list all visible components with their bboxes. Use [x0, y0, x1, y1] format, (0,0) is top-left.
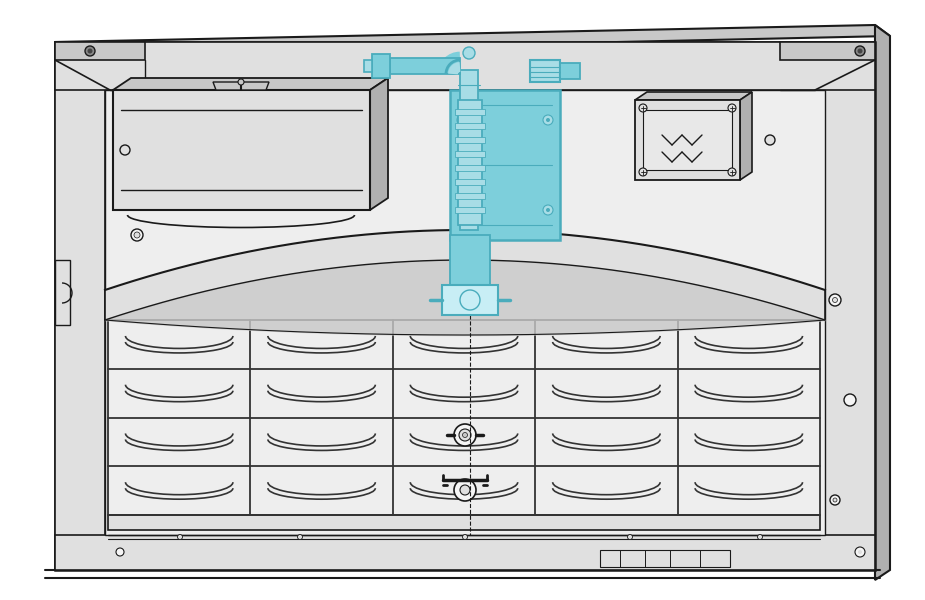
Circle shape — [131, 229, 143, 241]
Polygon shape — [560, 63, 580, 79]
Circle shape — [829, 294, 841, 306]
Polygon shape — [113, 78, 388, 90]
Circle shape — [728, 168, 736, 176]
Circle shape — [855, 547, 865, 557]
Circle shape — [728, 104, 736, 112]
Circle shape — [758, 535, 762, 539]
Circle shape — [134, 232, 140, 238]
Polygon shape — [780, 42, 875, 60]
Polygon shape — [460, 70, 478, 230]
Polygon shape — [455, 151, 485, 157]
Polygon shape — [55, 42, 875, 90]
Polygon shape — [455, 207, 485, 213]
Polygon shape — [455, 137, 485, 143]
Circle shape — [462, 535, 467, 539]
Circle shape — [460, 290, 480, 310]
Polygon shape — [55, 42, 875, 570]
Circle shape — [833, 498, 837, 502]
Circle shape — [855, 46, 865, 56]
Circle shape — [238, 79, 244, 85]
Polygon shape — [55, 535, 875, 570]
Polygon shape — [105, 230, 825, 320]
Circle shape — [120, 145, 130, 155]
Polygon shape — [55, 42, 145, 60]
Polygon shape — [55, 25, 890, 54]
Circle shape — [298, 535, 302, 539]
Circle shape — [460, 485, 470, 495]
Circle shape — [832, 298, 837, 302]
Polygon shape — [635, 92, 752, 100]
Circle shape — [85, 46, 95, 56]
Circle shape — [460, 208, 464, 212]
Circle shape — [830, 495, 840, 505]
Circle shape — [454, 479, 476, 501]
Polygon shape — [364, 60, 372, 72]
Circle shape — [857, 49, 862, 53]
Polygon shape — [213, 82, 269, 90]
Circle shape — [178, 535, 182, 539]
Polygon shape — [105, 90, 825, 535]
Circle shape — [460, 118, 464, 122]
Circle shape — [765, 135, 775, 145]
Circle shape — [546, 118, 550, 122]
Circle shape — [454, 424, 476, 446]
Polygon shape — [455, 179, 485, 185]
Polygon shape — [55, 260, 70, 325]
Polygon shape — [530, 60, 560, 82]
Circle shape — [463, 47, 475, 59]
Polygon shape — [370, 78, 388, 210]
Circle shape — [844, 394, 856, 406]
Polygon shape — [875, 25, 890, 580]
Circle shape — [639, 168, 647, 176]
Polygon shape — [458, 100, 482, 225]
Polygon shape — [450, 90, 560, 240]
Polygon shape — [455, 193, 485, 199]
Polygon shape — [740, 92, 752, 180]
Circle shape — [543, 115, 553, 125]
Circle shape — [543, 205, 553, 215]
Polygon shape — [643, 110, 732, 170]
Circle shape — [457, 205, 467, 215]
Circle shape — [116, 548, 124, 556]
Polygon shape — [450, 235, 490, 290]
Polygon shape — [372, 54, 390, 78]
Circle shape — [639, 104, 647, 112]
Polygon shape — [108, 515, 820, 530]
Circle shape — [627, 535, 633, 539]
Polygon shape — [455, 165, 485, 171]
Circle shape — [458, 161, 466, 169]
Polygon shape — [600, 550, 730, 567]
Polygon shape — [55, 42, 105, 570]
Polygon shape — [455, 123, 485, 129]
Circle shape — [462, 433, 467, 437]
Circle shape — [858, 550, 862, 554]
Polygon shape — [390, 58, 460, 74]
Circle shape — [546, 208, 550, 212]
Polygon shape — [113, 90, 370, 210]
Circle shape — [88, 49, 92, 53]
Polygon shape — [442, 285, 498, 315]
Circle shape — [459, 429, 471, 441]
Polygon shape — [825, 42, 875, 570]
Circle shape — [457, 115, 467, 125]
Polygon shape — [635, 100, 740, 180]
Polygon shape — [455, 109, 485, 115]
